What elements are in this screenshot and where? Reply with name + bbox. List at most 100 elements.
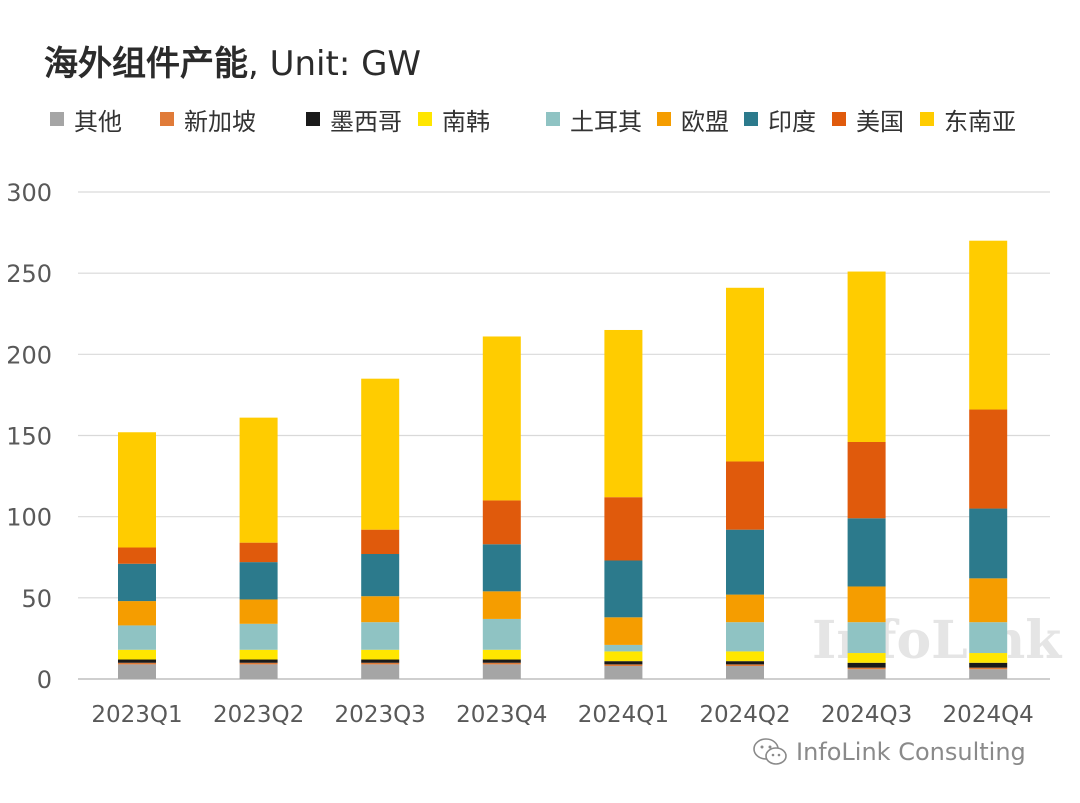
bar-segment [604,329,643,498]
bar-segment [969,669,1008,679]
bar-segment [847,586,886,623]
legend-swatch [50,112,64,126]
bar-segment [604,497,643,561]
bar-segment [726,529,764,595]
legend-swatch [744,112,758,126]
bar-segment [604,661,643,665]
bar-segment [482,591,521,619]
y-tick-label: 300 [6,179,52,207]
bar-segment [239,662,278,665]
chart-title: 海外组件产能, Unit: GW [44,36,421,85]
bar-segment [726,664,764,667]
footer-brand: InfoLink Consulting [752,734,1026,770]
bar-segment [118,601,156,626]
bar-segment [239,417,278,543]
legend-item: 南韩 [418,104,490,136]
bar-segment [969,653,1008,663]
bar-segment [604,644,643,652]
bar-segment [726,666,764,679]
y-tick-label: 50 [21,585,52,613]
bar-segment [118,563,156,602]
bar-segment [239,659,278,663]
legend-item: 欧盟 [657,104,729,136]
x-tick-label: 2023Q4 [456,702,547,728]
y-tick-label: 200 [6,341,52,369]
chart-legend: 其他 新加坡 墨西哥 南韩 土耳其 欧盟 印度 美国 东南亚 [50,104,1060,136]
x-tick-label: 2023Q1 [91,702,182,728]
bar-segment [847,622,886,654]
bar-segment [969,622,1008,654]
bar-segment [118,659,156,663]
bar-segment [482,544,521,592]
bar-segment [482,336,521,501]
legend-swatch [832,112,846,126]
bar-segment [361,622,400,650]
x-tick-label: 2023Q2 [213,702,304,728]
bar-segment [239,562,278,600]
bar-segment [118,664,156,679]
bar-segment [361,554,400,597]
bar-segment [604,560,643,618]
bar-segment [726,461,764,530]
legend-swatch [418,112,432,126]
chart-title-unit: , Unit: GW [248,44,422,84]
bar-segment [726,594,764,623]
y-tick-label: 150 [6,423,52,451]
legend-label: 印度 [768,107,816,136]
bar-segment [726,651,764,662]
x-tick-label: 2024Q1 [578,702,669,728]
bar-segment [361,529,400,555]
legend-item: 其他 [50,104,122,136]
x-tick-label: 2024Q4 [943,702,1034,728]
legend-label: 其他 [74,107,122,136]
bar-segment [604,651,643,662]
x-tick-label: 2024Q3 [821,702,912,728]
bar-segment [969,409,1008,509]
legend-label: 美国 [856,107,904,136]
legend-item: 新加坡 [160,104,256,136]
bar-segment [239,623,278,650]
x-tick-label: 2023Q3 [335,702,426,728]
bar-segment [969,667,1008,670]
x-tick-label: 2024Q2 [699,702,790,728]
bar-segment [604,617,643,645]
bar-segment [482,664,521,679]
legend-swatch [160,112,174,126]
legend-label: 新加坡 [184,107,256,136]
legend-swatch [657,112,671,126]
legend-label: 东南亚 [944,107,1016,136]
bar-segment [969,508,1008,579]
bar-segment [847,669,886,679]
bar-segment [726,622,764,652]
bar-segment [847,441,886,519]
bar-segment [604,666,643,679]
y-tick-label: 250 [6,260,52,288]
bar-segment [482,500,521,545]
y-tick-label: 0 [37,666,52,694]
bar-segment [239,542,278,563]
bar-segment [118,662,156,665]
footer-text: InfoLink Consulting [796,738,1026,766]
bar-segment [482,659,521,663]
bar-segment [361,378,400,530]
bar-segment [969,578,1008,623]
bar-segment [482,662,521,665]
legend-item: 东南亚 [920,104,1016,136]
bar-segment [604,664,643,667]
legend-item: 印度 [744,104,816,136]
bar-segment [118,432,156,548]
bar-segment [361,664,400,679]
bar-segment [847,271,886,442]
legend-swatch [546,112,560,126]
y-tick-label: 100 [6,504,52,532]
bar-segment [482,618,521,650]
bar-segment [239,599,278,624]
bar-segment [482,649,521,660]
bar-segment [847,518,886,587]
legend-swatch [306,112,320,126]
bar-segment [726,661,764,665]
legend-label: 土耳其 [570,107,642,136]
legend-item: 墨西哥 [306,104,402,136]
bar-segment [118,625,156,650]
